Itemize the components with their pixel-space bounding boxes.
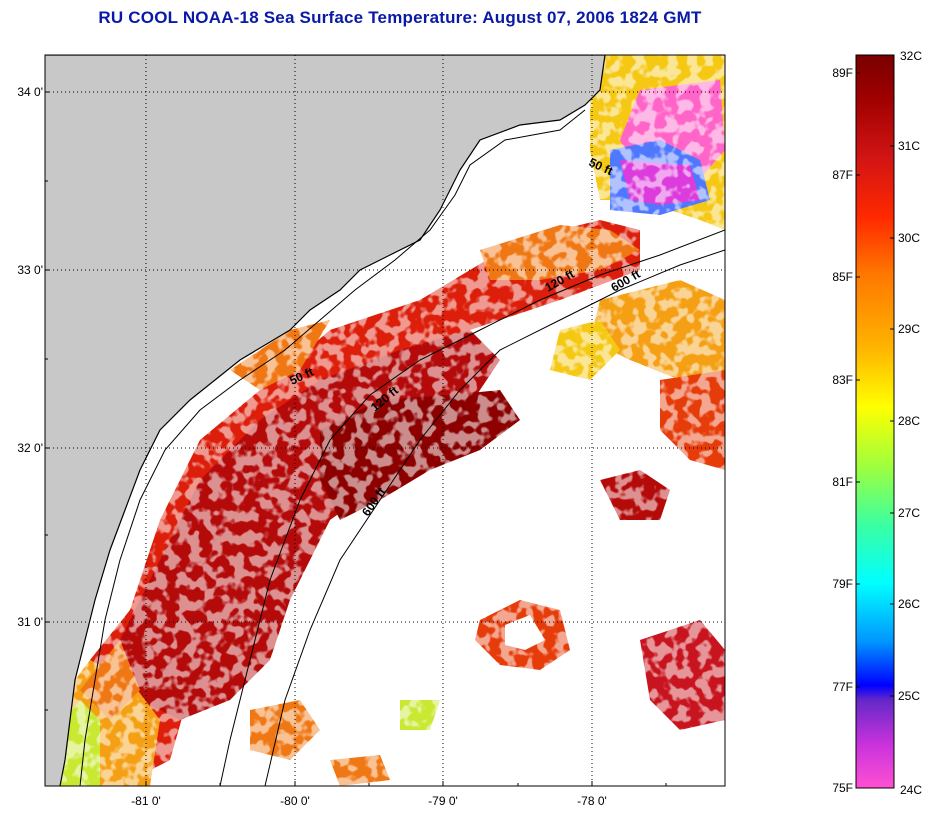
colorbar-c-29: 29C <box>898 322 920 336</box>
land-mass <box>45 55 605 786</box>
lon-label-81: -81 0' <box>131 794 161 808</box>
colorbar-c-26: 26C <box>898 597 920 611</box>
colorbar-f-85: 85F <box>832 270 853 284</box>
lat-label-33: 33 0' <box>17 263 43 277</box>
colorbar-c-28: 28C <box>898 414 920 428</box>
coastline <box>45 55 606 786</box>
graticule <box>45 55 725 786</box>
colorbar-c-25: 25C <box>898 689 920 703</box>
colorbar-gradient <box>855 54 895 789</box>
lon-label-80: -80 0' <box>280 794 310 808</box>
colorbar-c-24: 24C <box>900 783 922 797</box>
colorbar-f-79: 79F <box>832 577 853 591</box>
axis-ticks <box>45 91 667 786</box>
lat-label-32: 32 0' <box>17 441 43 455</box>
colorbar-c-30: 30C <box>898 231 920 245</box>
lat-label-34: 34 0' <box>17 85 43 99</box>
isobath-600ft <box>264 249 725 786</box>
colorbar-c-32: 32C <box>900 49 922 63</box>
colorbar-f-75: 75F <box>832 781 853 795</box>
colorbar-f-81: 81F <box>832 475 853 489</box>
colorbar-f-87: 87F <box>832 168 853 182</box>
colorbar-f-89: 89F <box>832 66 853 80</box>
map-frame <box>44 54 726 787</box>
isobath-120ft <box>219 229 725 786</box>
lat-label-31: 31 0' <box>17 615 43 629</box>
colorbar-c-27: 27C <box>898 506 920 520</box>
colorbar-c-31: 31C <box>898 139 920 153</box>
map-title: RU COOL NOAA-18 Sea Surface Temperature:… <box>98 8 702 27</box>
colorbar-f-77: 77F <box>832 680 853 694</box>
lon-label-79: -79 0' <box>428 794 458 808</box>
lon-label-78: -78 0' <box>577 794 607 808</box>
colorbar-f-83: 83F <box>832 373 853 387</box>
isobath-50ft <box>79 109 586 786</box>
